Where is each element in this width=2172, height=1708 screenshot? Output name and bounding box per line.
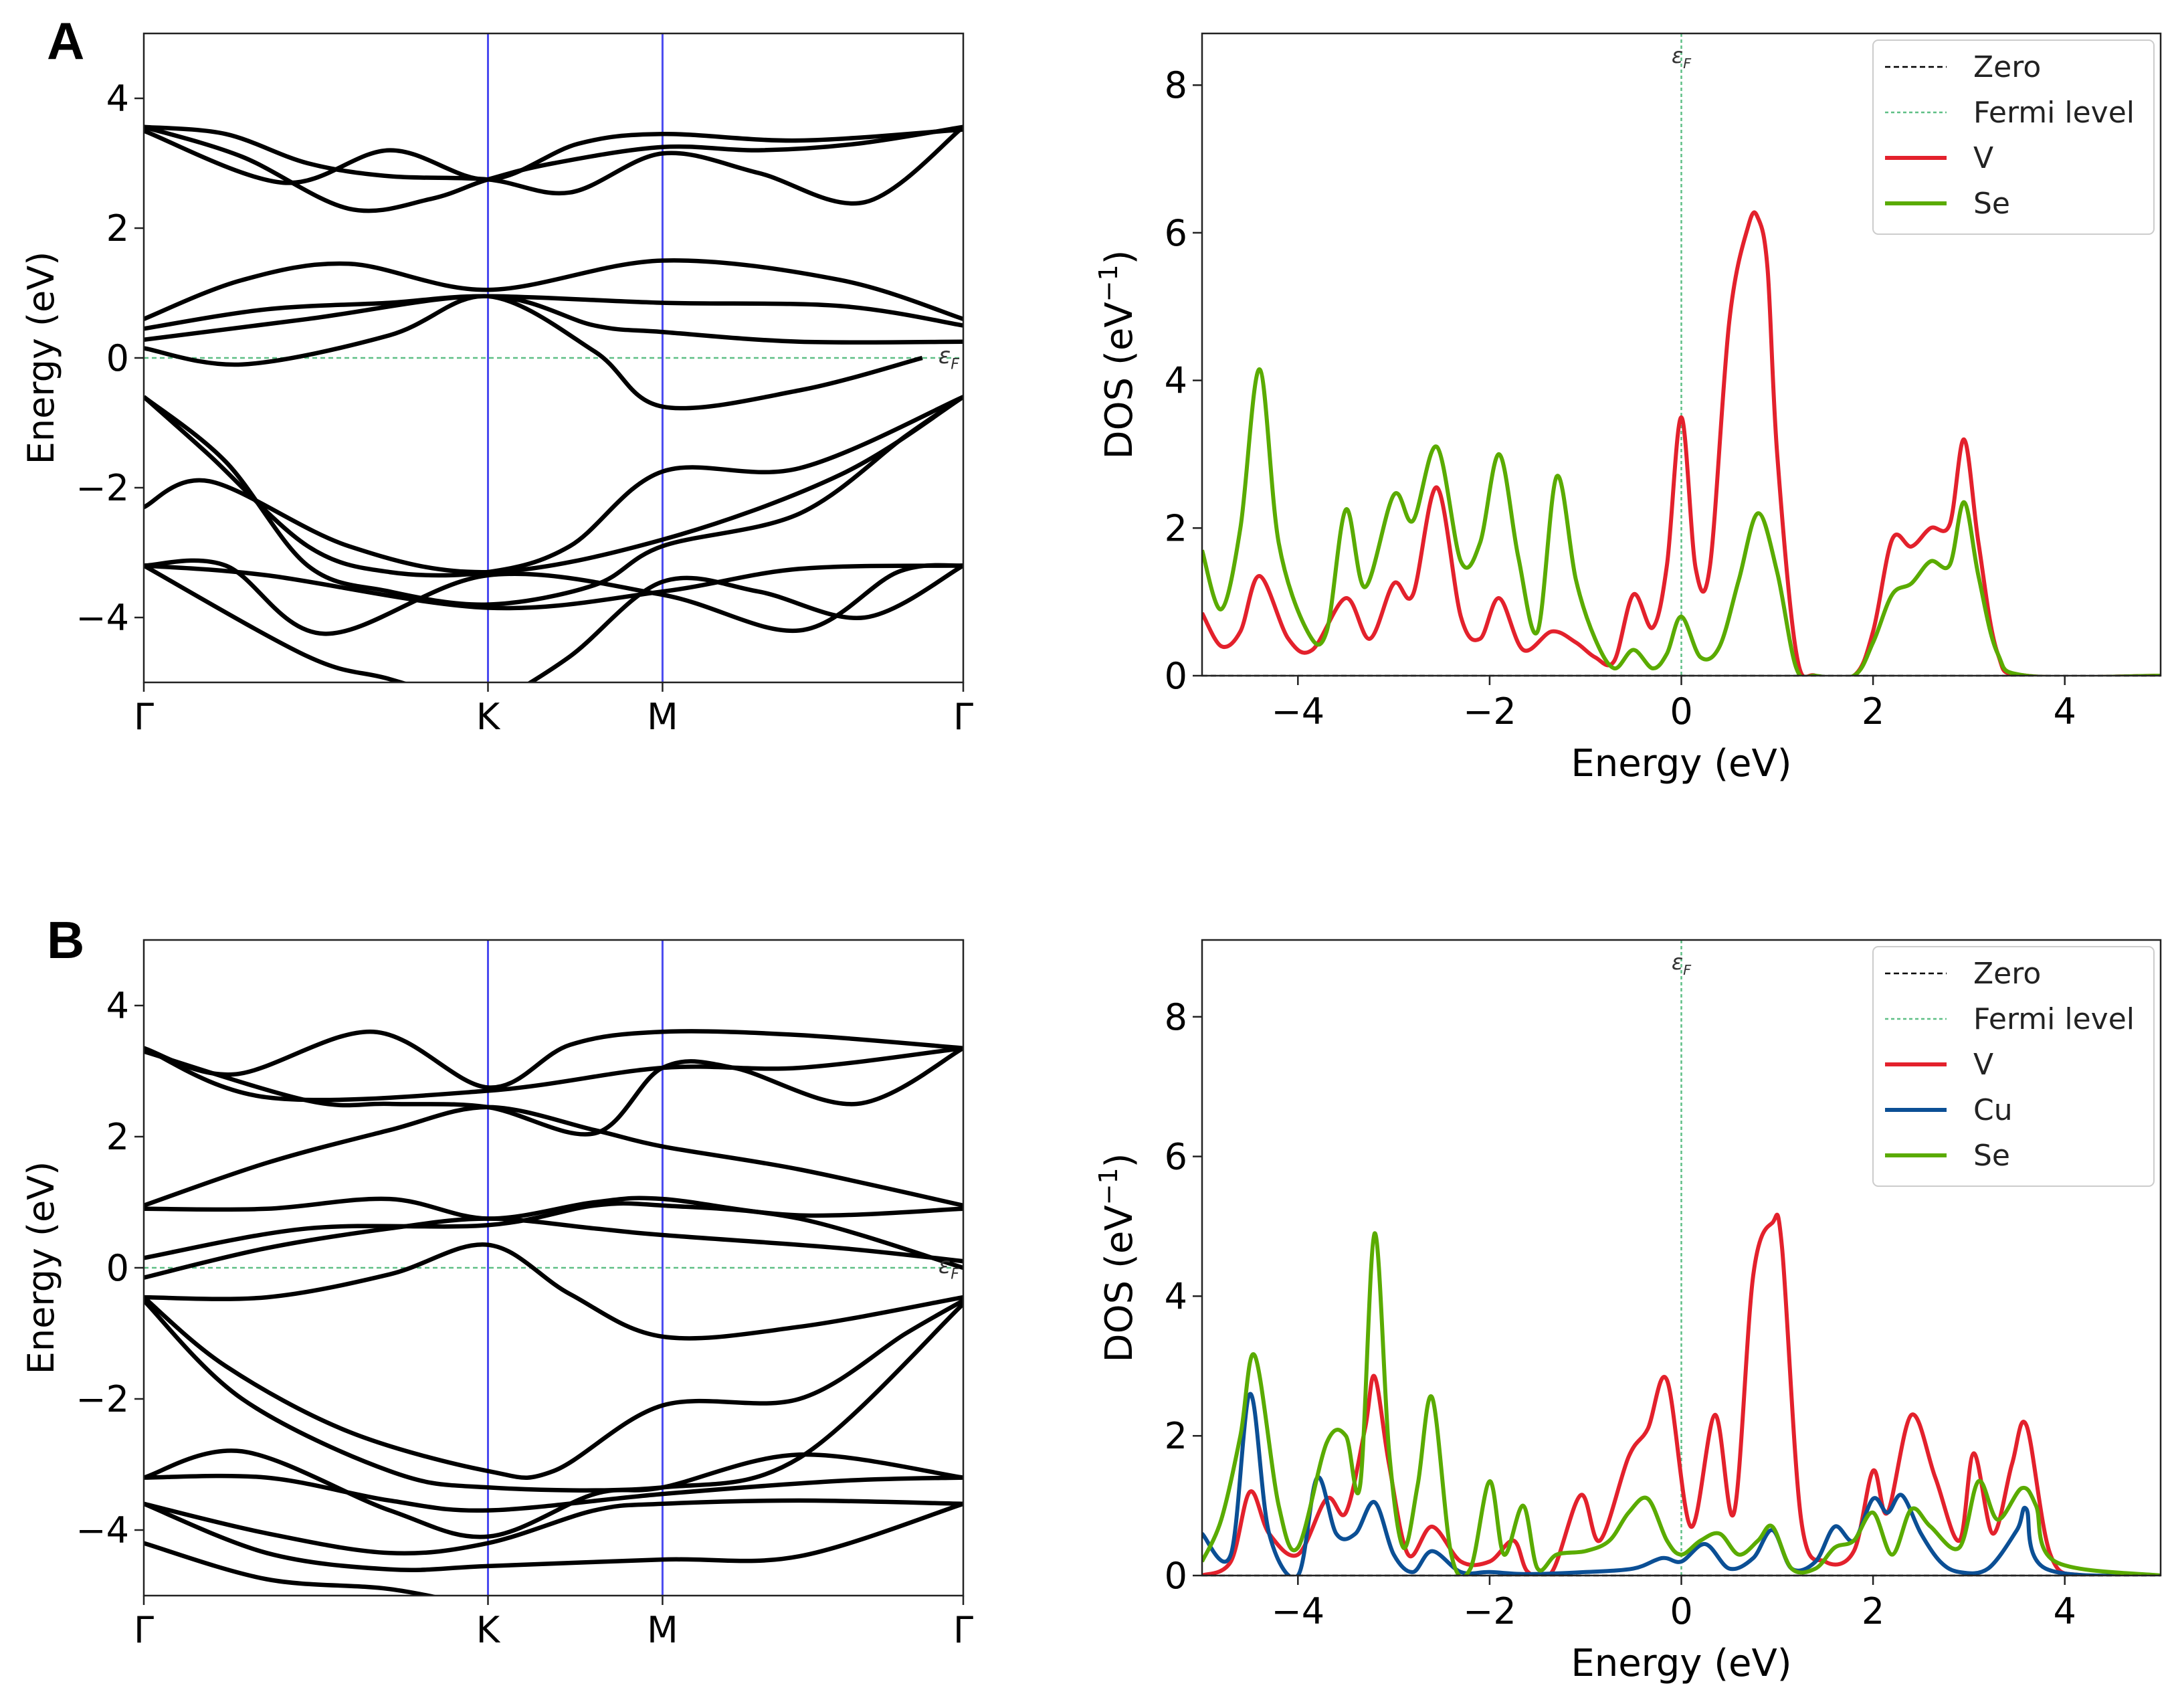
band-line xyxy=(144,258,963,321)
x-tick-label: 4 xyxy=(2054,1590,2076,1632)
dos-series-v xyxy=(1202,1212,2161,1576)
x-tick-label: −4 xyxy=(1271,1590,1324,1632)
x-tick-label: 0 xyxy=(1670,690,1692,733)
k-point-label: Γ xyxy=(953,1609,973,1651)
band-line xyxy=(144,1046,963,1103)
x-tick-label: 2 xyxy=(1862,690,1884,733)
fermi-label: εF xyxy=(1672,43,1692,72)
fermi-label: εF xyxy=(939,343,959,373)
legend-label: Se xyxy=(1973,1139,2010,1173)
y-tick-label: −4 xyxy=(76,597,129,639)
y-tick-label: 0 xyxy=(1165,1555,1187,1597)
y-tick-label: 4 xyxy=(106,985,129,1027)
legend-label: Cu xyxy=(1973,1093,2013,1127)
k-point-label: K xyxy=(476,1609,501,1651)
y-tick-label: 8 xyxy=(1165,996,1187,1038)
y-tick-label: 2 xyxy=(1165,507,1187,549)
y-tick-label: 0 xyxy=(106,337,129,379)
band-line xyxy=(144,1299,963,1493)
y-tick-label: 0 xyxy=(1165,655,1187,697)
band-line xyxy=(144,563,963,611)
y-tick-label: 2 xyxy=(1165,1415,1187,1457)
panel-label-b: B xyxy=(47,911,84,969)
fermi-label: εF xyxy=(1672,949,1692,978)
legend: Zero Fermi level V Se xyxy=(1872,39,2155,235)
y-axis-label: Energy (eV) xyxy=(20,252,62,465)
band-line xyxy=(144,563,409,682)
band-structure-plot-a: −4 −2 0 2 4 Γ K M Γ Energy (eV) εF xyxy=(20,32,973,738)
dos-series-se xyxy=(1202,1231,2161,1576)
band-line xyxy=(144,127,963,185)
band-line xyxy=(144,558,963,636)
x-tick-label: −2 xyxy=(1463,690,1516,733)
dos-series-v xyxy=(1202,210,2161,676)
band-line xyxy=(144,1498,963,1556)
band-line xyxy=(144,124,963,206)
legend-box xyxy=(1872,946,2155,1187)
y-axis-label: DOS (eV−1) xyxy=(1094,1153,1141,1362)
legend-label: V xyxy=(1973,141,1993,175)
y-tick-label: 6 xyxy=(1165,1136,1187,1178)
legend-label: V xyxy=(1973,1048,1993,1082)
legend-label: Fermi level xyxy=(1973,96,2135,130)
band-line xyxy=(144,1046,963,1137)
k-point-label: M xyxy=(647,1609,678,1651)
band-line xyxy=(144,395,963,575)
legend-label: Zero xyxy=(1973,957,2041,991)
y-axis-label: Energy (eV) xyxy=(20,1161,62,1375)
band-line xyxy=(144,294,923,411)
x-tick-label: −4 xyxy=(1271,690,1324,733)
legend-label: Fermi level xyxy=(1973,1002,2135,1036)
band-line xyxy=(144,294,963,345)
band-line xyxy=(144,1295,963,1480)
fermi-label: εF xyxy=(939,1252,959,1283)
y-tick-label: −4 xyxy=(76,1509,129,1551)
y-tick-label: 4 xyxy=(1165,1275,1187,1317)
y-tick-label: 0 xyxy=(106,1247,129,1289)
dos-plot-a: εF 0 2 4 6 8 −4 −2 0 2 4 Energy (eV) DOS (eV−1) Zero F… xyxy=(1094,32,2162,785)
k-point-label: K xyxy=(476,696,501,738)
k-point-label: Γ xyxy=(953,696,973,738)
x-axis-label: Energy (eV) xyxy=(1571,742,1791,785)
legend: Zero Fermi level V Cu Se xyxy=(1872,946,2155,1187)
x-tick-label: −2 xyxy=(1463,1590,1516,1632)
band-structure-plot-b: −4 −2 0 2 4 Γ K M Γ Energy (eV) εF xyxy=(20,939,973,1651)
legend-label: Se xyxy=(1973,187,2010,221)
y-axis-label: DOS (eV−1) xyxy=(1094,250,1141,459)
y-tick-label: 8 xyxy=(1165,64,1187,106)
y-tick-label: 4 xyxy=(1165,360,1187,402)
legend-label: Zero xyxy=(1973,50,2041,84)
band-line xyxy=(144,1196,963,1221)
k-point-label: Γ xyxy=(134,1609,154,1651)
x-axis-label: Energy (eV) xyxy=(1571,1642,1791,1685)
band-line xyxy=(144,1242,963,1341)
k-point-label: Γ xyxy=(134,696,154,738)
band-line xyxy=(144,1029,963,1090)
band-line xyxy=(144,1105,963,1208)
band-line xyxy=(144,1473,963,1513)
band-line xyxy=(144,1448,963,1539)
band-line xyxy=(144,1201,963,1270)
y-tick-label: −2 xyxy=(76,467,129,509)
band-line xyxy=(144,395,963,607)
y-tick-label: 2 xyxy=(106,1116,129,1158)
legend-box xyxy=(1872,39,2155,235)
k-point-label: M xyxy=(647,696,678,738)
x-tick-label: 0 xyxy=(1670,1590,1692,1632)
band-line xyxy=(144,1216,963,1280)
x-tick-label: 2 xyxy=(1862,1590,1884,1632)
y-tick-label: 4 xyxy=(106,78,129,120)
band-line xyxy=(144,1541,439,1596)
dos-plot-b: εF 0 2 4 6 8 −4 −2 0 2 4 Energy (eV) DOS (eV−1) Zero F… xyxy=(1094,939,2162,1685)
y-tick-label: 2 xyxy=(106,207,129,250)
x-tick-label: 4 xyxy=(2054,690,2076,733)
band-line xyxy=(144,1501,963,1573)
dos-series-se xyxy=(1202,367,2161,676)
y-tick-label: −2 xyxy=(76,1378,129,1420)
panel-label-a: A xyxy=(47,11,84,70)
band-line xyxy=(526,563,963,682)
y-tick-label: 6 xyxy=(1165,212,1187,254)
